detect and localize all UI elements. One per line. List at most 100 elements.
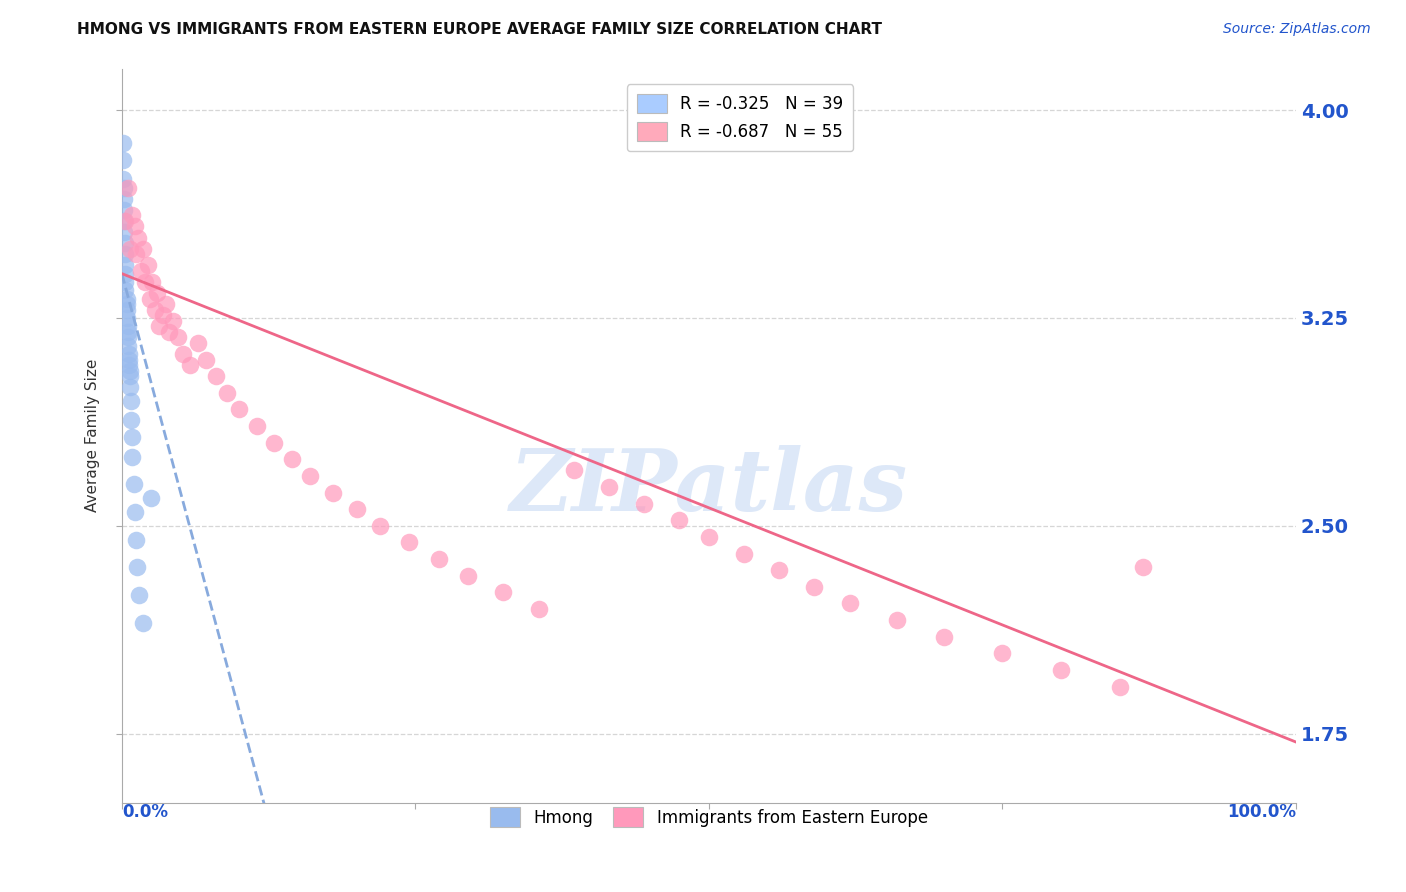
Point — [128, 588, 150, 602]
Point — [120, 394, 142, 409]
Point — [129, 264, 152, 278]
Point — [125, 533, 148, 547]
Point — [117, 180, 139, 194]
Point — [322, 485, 344, 500]
Point — [115, 297, 138, 311]
Point — [118, 380, 141, 394]
Point — [112, 225, 135, 239]
Point — [668, 513, 690, 527]
Point — [598, 480, 620, 494]
Point — [114, 275, 136, 289]
Point — [1132, 560, 1154, 574]
Point — [115, 292, 138, 306]
Text: HMONG VS IMMIGRANTS FROM EASTERN EUROPE AVERAGE FAMILY SIZE CORRELATION CHART: HMONG VS IMMIGRANTS FROM EASTERN EUROPE … — [77, 22, 883, 37]
Point — [121, 450, 143, 464]
Point — [179, 358, 201, 372]
Point — [114, 247, 136, 261]
Point — [114, 283, 136, 297]
Text: 0.0%: 0.0% — [122, 803, 167, 821]
Point — [141, 275, 163, 289]
Point — [228, 402, 250, 417]
Point — [1108, 680, 1130, 694]
Point — [246, 419, 269, 434]
Point — [118, 358, 141, 372]
Y-axis label: Average Family Size: Average Family Size — [86, 359, 100, 512]
Point — [132, 615, 155, 630]
Point — [733, 547, 755, 561]
Point — [124, 505, 146, 519]
Legend: Hmong, Immigrants from Eastern Europe: Hmong, Immigrants from Eastern Europe — [482, 799, 936, 835]
Point — [132, 242, 155, 256]
Point — [139, 292, 162, 306]
Point — [768, 563, 790, 577]
Text: Source: ZipAtlas.com: Source: ZipAtlas.com — [1223, 22, 1371, 37]
Point — [155, 297, 177, 311]
Point — [114, 267, 136, 281]
Point — [117, 339, 139, 353]
Point — [114, 258, 136, 272]
Point — [1050, 663, 1073, 677]
Point — [111, 153, 134, 167]
Point — [122, 477, 145, 491]
Point — [633, 497, 655, 511]
Point — [114, 214, 136, 228]
Point — [115, 302, 138, 317]
Point — [125, 247, 148, 261]
Text: 100.0%: 100.0% — [1227, 803, 1296, 821]
Point — [346, 502, 368, 516]
Point — [457, 568, 479, 582]
Point — [112, 180, 135, 194]
Point — [838, 596, 860, 610]
Point — [124, 219, 146, 234]
Point — [134, 275, 156, 289]
Point — [152, 308, 174, 322]
Point — [697, 530, 720, 544]
Point — [118, 242, 141, 256]
Point — [162, 314, 184, 328]
Point — [120, 413, 142, 427]
Point — [562, 463, 585, 477]
Point — [886, 613, 908, 627]
Point — [204, 369, 226, 384]
Point — [148, 319, 170, 334]
Point — [118, 369, 141, 384]
Point — [115, 310, 138, 325]
Point — [118, 363, 141, 377]
Point — [127, 230, 149, 244]
Point — [111, 172, 134, 186]
Point — [492, 585, 515, 599]
Point — [172, 347, 194, 361]
Point — [932, 630, 955, 644]
Point — [217, 385, 239, 400]
Point — [117, 325, 139, 339]
Point — [143, 302, 166, 317]
Point — [298, 469, 321, 483]
Point — [157, 325, 180, 339]
Point — [187, 335, 209, 350]
Point — [803, 580, 825, 594]
Point — [263, 435, 285, 450]
Point — [146, 285, 169, 300]
Point — [114, 236, 136, 251]
Point — [136, 258, 159, 272]
Point — [112, 202, 135, 217]
Point — [427, 552, 450, 566]
Point — [398, 535, 420, 549]
Point — [141, 491, 163, 505]
Point — [112, 192, 135, 206]
Text: ZIPatlas: ZIPatlas — [510, 445, 908, 529]
Point — [991, 646, 1014, 660]
Point — [112, 214, 135, 228]
Point — [121, 430, 143, 444]
Point — [118, 352, 141, 367]
Point — [281, 452, 304, 467]
Point — [195, 352, 218, 367]
Point — [117, 330, 139, 344]
Point — [117, 319, 139, 334]
Point — [118, 347, 141, 361]
Point — [111, 136, 134, 151]
Point — [127, 560, 149, 574]
Point — [368, 518, 391, 533]
Point — [167, 330, 190, 344]
Point — [121, 208, 143, 222]
